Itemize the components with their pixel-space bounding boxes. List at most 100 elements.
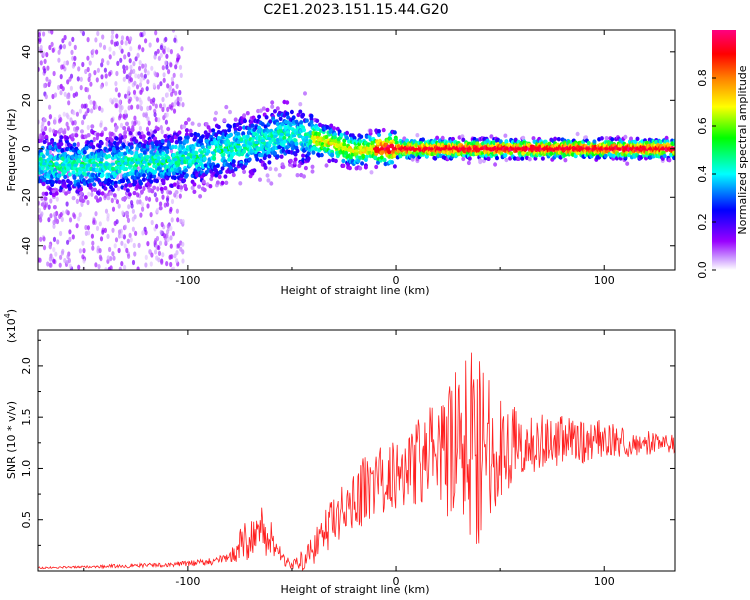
spectrogram-speckle — [118, 45, 122, 51]
spectrogram-cell — [188, 128, 193, 134]
spectrogram-speckle — [159, 201, 163, 207]
snr-series-line — [38, 352, 675, 571]
spectrogram-speckle — [77, 216, 81, 222]
spectrogram-speckle — [122, 68, 126, 74]
spectrogram-speckle — [161, 194, 165, 200]
spectrogram-cell — [41, 131, 46, 136]
spectrogram-ridge-point — [654, 147, 659, 151]
spectrogram-cell — [324, 163, 329, 168]
spectrogram-cell — [332, 126, 336, 131]
spectrogram-speckle — [165, 112, 169, 118]
spectrogram-speckle — [165, 261, 169, 267]
spectrogram-speckle — [175, 83, 179, 89]
spectrogram-cell — [299, 120, 304, 125]
spectrogram-cell — [114, 165, 119, 170]
spectrogram-cell — [189, 132, 194, 138]
spectrogram-ridge-point — [516, 147, 522, 151]
spectrogram-speckle — [99, 236, 104, 242]
spectrogram-speckle — [120, 39, 124, 46]
spectrogram-cell — [155, 126, 160, 132]
spectrogram-ridge-point — [454, 147, 459, 151]
spectrogram-cell — [261, 106, 266, 111]
spectrogram-cell — [521, 135, 526, 141]
spectrogram-speckle — [159, 125, 163, 131]
spectrogram-cell — [177, 130, 182, 135]
bottom-plot-frame — [37, 329, 676, 572]
spectrogram-ridge-point — [42, 162, 47, 166]
spectrogram-ridge-point — [329, 141, 334, 145]
spectrogram-cell — [163, 186, 168, 191]
spectrogram-cell — [110, 138, 114, 143]
spectrogram-cell — [281, 164, 286, 170]
spectrogram-ridge-point — [304, 135, 309, 139]
spectrogram-ridge-point — [266, 137, 272, 141]
spectrogram-cell — [41, 191, 46, 196]
spectrogram-ridge-point — [629, 147, 634, 151]
spectrogram-cell — [82, 150, 87, 155]
spectrogram-ridge-point — [110, 162, 116, 166]
spectrogram-cell — [77, 149, 82, 155]
spectrogram-cell — [495, 155, 499, 161]
spectrogram-speckle — [75, 198, 79, 204]
spectrogram-cell — [86, 133, 91, 138]
spectrogram-cell — [44, 134, 49, 140]
spectrogram-speckle — [149, 212, 153, 218]
spectrogram-cell — [58, 128, 63, 133]
spectrogram-speckle — [145, 126, 150, 132]
spectrogram-cell — [171, 153, 176, 158]
spectrogram-cell — [122, 126, 127, 131]
spectrogram-cell — [75, 126, 80, 131]
spectrogram-speckle — [159, 44, 163, 51]
spectrogram-speckle — [154, 103, 158, 109]
spectrogram-ridge-point — [666, 147, 671, 151]
spectrogram-cell — [233, 167, 238, 172]
spectrogram-speckle — [115, 199, 119, 205]
spectrogram-cell — [485, 138, 490, 143]
spectrogram-speckle — [146, 203, 150, 209]
spectrogram-cell — [106, 195, 111, 201]
spectrogram-cell — [138, 185, 143, 190]
spectrogram-speckle — [128, 232, 132, 238]
spectrogram-speckle — [165, 53, 169, 59]
spectrogram-ridge-point — [38, 161, 41, 165]
spectrogram-speckle — [178, 193, 182, 199]
spectrogram-cell — [363, 165, 368, 170]
spectrogram-cell — [141, 173, 146, 178]
spectrogram-cell — [174, 190, 179, 195]
spectrogram-cell — [206, 132, 211, 137]
spectrogram-cell — [586, 141, 591, 146]
spectrogram-cell — [218, 169, 223, 175]
spectrogram-cell — [123, 134, 128, 139]
spectrogram-cell — [41, 181, 46, 187]
spectrogram-ridge-point — [410, 147, 415, 151]
spectrogram-speckle — [105, 141, 109, 147]
spectrogram-speckle — [123, 54, 127, 60]
x-tick-label: 100 — [594, 274, 615, 287]
spectrogram-cell — [302, 127, 306, 133]
spectrogram-cell — [486, 156, 491, 161]
spectrogram-speckle — [42, 31, 46, 37]
spectrogram-speckle — [137, 44, 142, 50]
spectrogram-cell — [667, 158, 672, 163]
spectrogram-ridge-point — [210, 151, 216, 155]
spectrogram-cell — [145, 144, 150, 149]
top-plot-frame — [37, 29, 676, 271]
spectrogram-speckle — [96, 67, 100, 73]
spectrogram-speckle — [86, 66, 90, 73]
spectrogram-cell — [184, 168, 188, 173]
spectrogram-speckle — [169, 243, 173, 249]
spectrogram-speckle — [62, 44, 66, 50]
spectrogram-cell — [184, 120, 188, 126]
spectrogram-speckle — [58, 262, 62, 268]
spectrogram-speckle — [110, 117, 114, 123]
spectrogram-speckle — [98, 248, 102, 254]
spectrogram-cell — [290, 146, 295, 151]
spectrogram-cell — [341, 163, 346, 168]
spectrogram-cell — [220, 166, 225, 171]
spectrogram-cell — [268, 140, 273, 145]
spectrogram-speckle — [144, 195, 149, 201]
spectrogram-cell — [137, 131, 142, 136]
spectrogram-speckle — [43, 125, 48, 132]
spectrogram-speckle — [68, 236, 72, 242]
spectrogram-speckle — [161, 96, 165, 103]
